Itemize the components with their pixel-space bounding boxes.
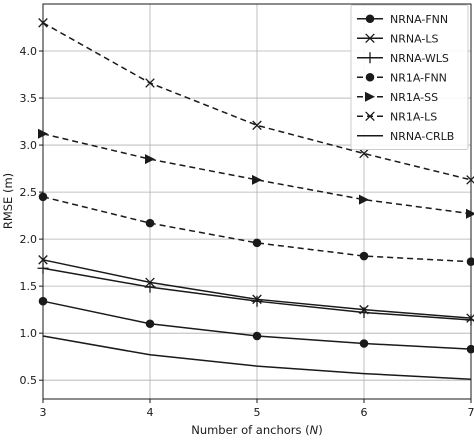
legend-item-nrna-fnn: NRNA-FNN (357, 13, 448, 26)
data-point-nr1a-ls (145, 78, 155, 88)
data-point-nr1a-ls (252, 120, 262, 131)
data-point-nr1a-ss (252, 174, 262, 185)
y-tick-label: 2.0 (20, 233, 38, 246)
legend-label-nr1a-fnn: NR1A-FNN (390, 71, 447, 84)
legend-label-nrna-wls: NRNA-WLS (390, 52, 449, 65)
data-point-nr1a-ss (359, 194, 369, 205)
y-tick-label: 3.0 (20, 139, 38, 152)
y-tick-label: 1.0 (20, 327, 38, 340)
legend-marker-nr1a-ss (365, 91, 375, 102)
legend-marker-nr1a-fnn (365, 72, 375, 82)
x-axis: 3 4 5 6 7 (40, 399, 474, 419)
legend-item-nrna-wls: NRNA-WLS (357, 52, 449, 65)
series-nrna-fnn (38, 296, 474, 354)
x-tick-label: 4 (147, 406, 154, 419)
x-tick-label: 6 (361, 406, 368, 419)
legend-marker-nrna-ls (365, 33, 375, 44)
data-point-nrna-wls (251, 295, 263, 307)
data-point-nrna-fnn (252, 331, 262, 341)
data-point-nr1a-ss (145, 154, 155, 165)
legend-item-nr1a-ss: NR1A-SS (357, 91, 438, 104)
series-nrna-crlb (42, 335, 472, 380)
series-line-nr1a-ls (42, 22, 472, 181)
legend-label-nr1a-ls: NR1A-LS (390, 110, 437, 123)
legend-item-nrna-crlb: NRNA-CRLB (357, 130, 454, 143)
y-axis-title: RMSE (m) (1, 173, 15, 229)
y-tick-label: 1.5 (20, 280, 38, 293)
legend-box (350, 4, 469, 150)
legend-marker-nrna-fnn (365, 14, 375, 24)
series-group (37, 18, 474, 380)
data-point-nr1a-ss (466, 208, 474, 219)
data-point-nr1a-fnn (466, 257, 474, 266)
y-tick-label: 2.5 (20, 186, 38, 199)
y-axis: 0.5 1.0 1.5 2.0 2.5 3.0 3.5 4.0 (20, 45, 43, 387)
legend-label-nrna-fnn: NRNA-FNN (390, 13, 448, 26)
legend-marker-nrna-wls (364, 52, 376, 64)
legend-label-nr1a-ss: NR1A-SS (390, 91, 438, 104)
data-point-nr1a-fnn (359, 251, 369, 261)
legend-label-nrna-crlb: NRNA-CRLB (390, 130, 454, 143)
x-axis-title: Number of anchors (N) (191, 423, 323, 437)
data-point-nrna-fnn (466, 344, 474, 354)
legend: NRNA-FNN NRNA-LS NRNA-WLS NR1A-FNN NR1A-SS NR… (350, 4, 469, 150)
series-nrna-ls (38, 255, 474, 323)
data-point-nrna-fnn (145, 319, 155, 329)
data-point-nr1a-ls (466, 175, 474, 185)
y-tick-label: 3.5 (20, 92, 38, 105)
legend-item-nrna-ls: NRNA-LS (357, 32, 438, 45)
y-tick-label: 4.0 (20, 45, 38, 58)
data-point-nr1a-fnn (252, 238, 262, 248)
data-point-nrna-fnn (359, 339, 369, 348)
legend-item-nr1a-fnn: NR1A-FNN (357, 71, 447, 84)
series-line-nrna-crlb (42, 335, 472, 380)
x-tick-label: 7 (468, 406, 474, 419)
legend-label-nrna-ls: NRNA-LS (390, 32, 438, 45)
data-point-nrna-wls (358, 306, 370, 318)
x-tick-label: 3 (40, 406, 47, 419)
y-tick-label: 0.5 (20, 374, 38, 387)
series-line-nr1a-ss (42, 133, 472, 215)
legend-marker-nr1a-ls (365, 111, 375, 122)
data-point-nr1a-ls (359, 148, 369, 159)
series-line-nr1a-fnn (42, 196, 472, 263)
series-nrna-wls (37, 262, 474, 326)
data-point-nr1a-fnn (145, 218, 155, 228)
data-point-nrna-wls (144, 281, 156, 293)
series-nr1a-fnn (38, 192, 474, 266)
legend-item-nr1a-ls: NR1A-LS (357, 110, 437, 123)
x-tick-label: 5 (254, 406, 261, 419)
